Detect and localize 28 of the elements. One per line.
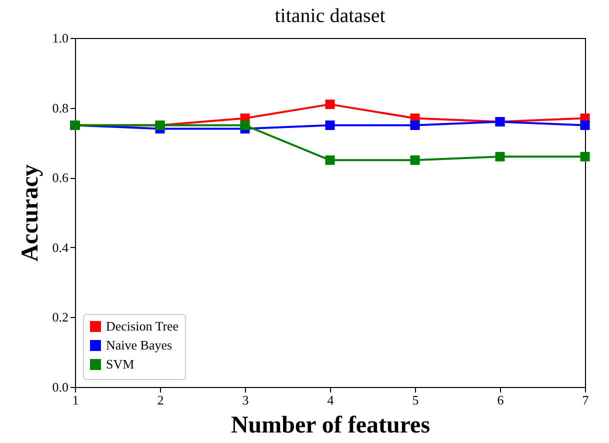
- y-tick-label: 0.0: [52, 380, 68, 394]
- point: [580, 152, 590, 162]
- x-axis-title: Number of features: [230, 412, 430, 438]
- y-tick-label: 0.4: [52, 240, 69, 255]
- point: [410, 155, 420, 165]
- point: [495, 152, 505, 162]
- point: [410, 120, 420, 130]
- y-tick-label: 0.6: [52, 170, 69, 186]
- x-tick-label: 4: [327, 392, 334, 408]
- x-tick-label: 7: [582, 392, 590, 408]
- y-tick-label: 0.8: [52, 100, 68, 116]
- point: [325, 100, 335, 110]
- y-tick-label: 1.0: [52, 30, 68, 46]
- point: [240, 120, 250, 130]
- x-tick-label: 6: [497, 392, 504, 408]
- x-tick-label: 1: [72, 392, 79, 408]
- y-axis-title: Accuracy: [17, 164, 44, 262]
- chart-title: titanic dataset: [274, 5, 386, 27]
- x-tick-label: 3: [242, 392, 249, 408]
- x-tick-label: 5: [412, 392, 419, 408]
- legend-label: SVM: [106, 356, 135, 372]
- legend-label: Decision Tree: [106, 318, 179, 334]
- point: [325, 120, 335, 130]
- y-tick-label: 0.2: [52, 310, 68, 325]
- legend-label: Naive Bayes: [106, 338, 172, 352]
- x-tick-label: 2: [157, 392, 164, 408]
- point: [580, 120, 590, 130]
- point: [325, 155, 335, 165]
